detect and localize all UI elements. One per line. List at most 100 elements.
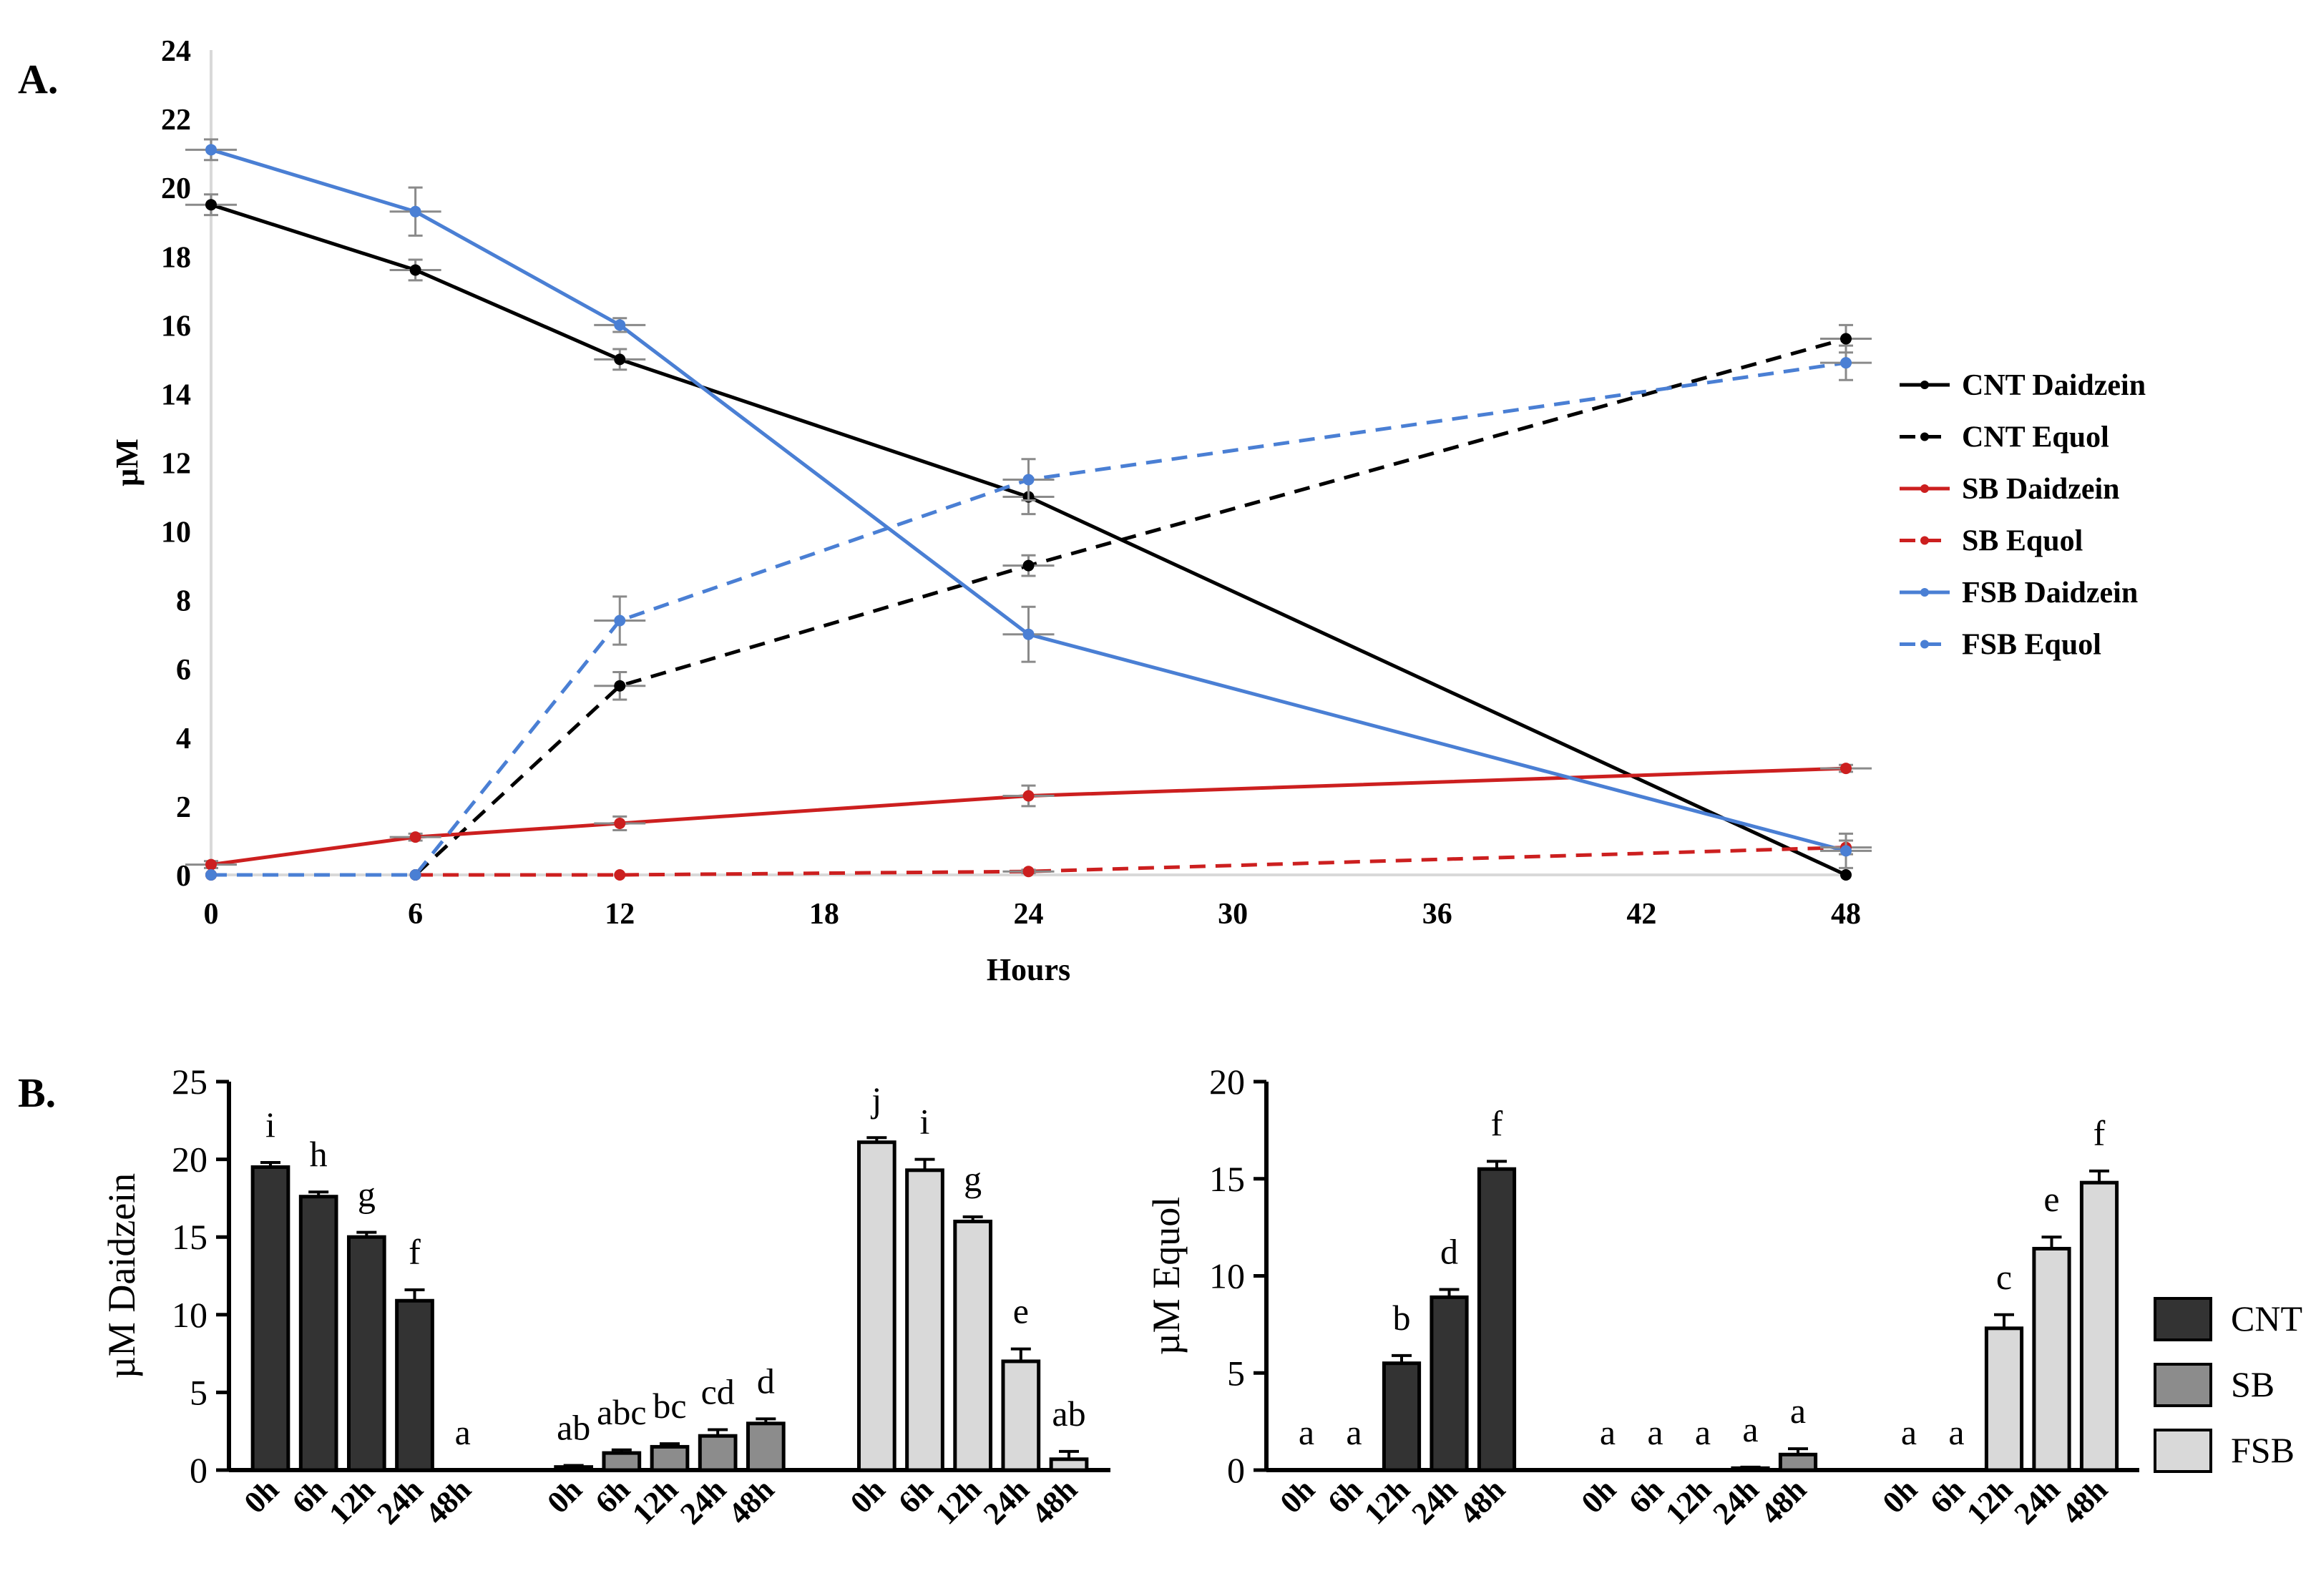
y-tick-label: 10: [161, 517, 191, 549]
x-tick-label-cnt-24h: 24h: [370, 1472, 429, 1531]
x-tick-label-cnt-24h: 24h: [1404, 1472, 1464, 1531]
x-axis-title: Hours: [987, 952, 1070, 987]
data-point-sb-daidzein: [614, 817, 626, 829]
data-point-fsb-equol: [1022, 474, 1035, 486]
panel-label-b: B.: [18, 1069, 56, 1116]
y-tick-label: 10: [172, 1295, 207, 1335]
data-point-sb-daidzein: [1840, 763, 1852, 775]
data-point-fsb-daidzein: [409, 205, 421, 217]
y-tick-label: 22: [161, 104, 191, 137]
y-tick-label: 5: [190, 1372, 207, 1412]
x-tick-label: 0: [204, 898, 219, 931]
x-tick-label-fsb-0h: 0h: [1876, 1472, 1925, 1520]
legend-marker-fsb-daidzein: [1920, 588, 1929, 597]
y-tick-label: 0: [190, 1450, 207, 1490]
y-tick-label: 25: [172, 1062, 207, 1102]
significance-letter-cnt-0h: i: [265, 1105, 275, 1145]
x-tick-label-fsb-24h: 24h: [2007, 1472, 2066, 1531]
bar-sb-48h: [746, 1421, 786, 1472]
x-tick-label: 48: [1831, 898, 1861, 931]
significance-letter-cnt-12h: g: [358, 1175, 376, 1215]
y-tick-label: 20: [172, 1140, 207, 1180]
y-tick-label: 2: [176, 791, 191, 824]
x-tick-label-sb-24h: 24h: [673, 1472, 733, 1531]
significance-letter-sb-6h: abc: [597, 1392, 646, 1432]
y-tick-label: 14: [161, 378, 191, 411]
significance-letter-fsb-48h: f: [2093, 1113, 2106, 1153]
bar-fsb-48h: [1049, 1457, 1089, 1472]
x-tick-label-cnt-0h: 0h: [238, 1472, 286, 1520]
significance-letter-fsb-24h: e: [1013, 1291, 1029, 1331]
legend-label-fsb-equol: FSB Equol: [1962, 629, 2101, 662]
significance-letter-sb-12h: a: [1695, 1412, 1711, 1452]
legend-label-cnt: CNT: [2231, 1298, 2302, 1338]
x-tick-label-fsb-12h: 12h: [1960, 1472, 2019, 1531]
data-point-fsb-daidzein: [614, 319, 626, 331]
bar-cnt-12h: [1382, 1361, 1422, 1472]
significance-letter-sb-12h: bc: [653, 1386, 686, 1426]
data-point-fsb-daidzein: [1022, 628, 1035, 640]
legend-label-fsb-daidzein: FSB Daidzein: [1962, 577, 2138, 609]
x-tick-label-cnt-12h: 12h: [1357, 1472, 1417, 1531]
x-tick-label-sb-48h: 48h: [721, 1472, 781, 1531]
significance-letter-sb-0h: ab: [557, 1407, 590, 1447]
bar-fsb-12h: [953, 1219, 993, 1472]
legend-marker-sb-equol: [1920, 536, 1929, 545]
legend-marker-cnt-equol: [1920, 432, 1929, 441]
x-tick-label-fsb-24h: 24h: [977, 1472, 1036, 1531]
x-tick-label-cnt-6h: 6h: [1321, 1472, 1369, 1520]
significance-letter-sb-24h: cd: [701, 1372, 735, 1412]
panel-label-a: A.: [18, 56, 58, 102]
y-tick-label: 6: [176, 654, 191, 687]
y-axis-title: µM: [109, 439, 145, 486]
x-tick-label-sb-6h: 6h: [1622, 1472, 1671, 1520]
y-tick-label: 12: [161, 448, 191, 481]
significance-letter-fsb-48h: ab: [1052, 1394, 1085, 1434]
y-tick-label: 5: [1227, 1353, 1245, 1393]
x-tick-label-cnt-48h: 48h: [1452, 1472, 1512, 1531]
y-tick-label: 0: [176, 860, 191, 893]
bar-fsb-48h: [2079, 1180, 2119, 1472]
legend-swatch-cnt: [2154, 1297, 2212, 1341]
significance-letter-sb-6h: a: [1647, 1412, 1663, 1452]
x-tick-label-fsb-48h: 48h: [2055, 1472, 2114, 1531]
x-tick-label-cnt-0h: 0h: [1274, 1472, 1322, 1520]
bar-cnt-48h: [1477, 1167, 1517, 1472]
y-tick-label: 15: [1209, 1159, 1245, 1199]
x-tick-label: 18: [809, 898, 839, 931]
bar-sb-12h: [650, 1444, 690, 1472]
data-point-cnt-equol: [614, 680, 626, 692]
data-point-cnt-daidzein: [614, 353, 626, 366]
x-tick-label: 36: [1422, 898, 1452, 931]
x-tick-label-sb-48h: 48h: [1754, 1472, 1813, 1531]
significance-letter-fsb-0h: a: [1901, 1412, 1917, 1452]
x-tick-label-sb-0h: 0h: [540, 1472, 589, 1520]
y-axis-title: µM Equol: [1145, 1197, 1188, 1356]
x-tick-label-fsb-48h: 48h: [1025, 1472, 1084, 1531]
bar-sb-0h: [554, 1465, 594, 1472]
significance-letter-sb-0h: a: [1600, 1412, 1616, 1452]
y-tick-label: 20: [161, 172, 191, 205]
significance-letter-fsb-24h: e: [2043, 1179, 2059, 1219]
significance-letter-fsb-12h: g: [964, 1159, 982, 1199]
y-tick-label: 24: [161, 35, 191, 68]
legend-marker-cnt-daidzein: [1920, 381, 1929, 389]
y-tick-label: 8: [176, 585, 191, 618]
bar-fsb-24h: [1001, 1359, 1041, 1472]
bar-fsb-12h: [1984, 1326, 2024, 1472]
legend-label-sb-daidzein: SB Daidzein: [1962, 473, 2120, 506]
data-point-cnt-equol: [1840, 333, 1852, 345]
data-point-fsb-equol: [614, 615, 626, 627]
y-axis-title: µM Daidzein: [100, 1173, 143, 1379]
data-point-sb-equol: [614, 869, 626, 881]
significance-letter-fsb-6h: a: [1948, 1412, 1964, 1452]
bar-cnt-24h: [1430, 1295, 1469, 1472]
y-tick-label: 20: [1209, 1062, 1245, 1102]
data-point-fsb-equol: [409, 869, 421, 881]
series-line-cnt-daidzein: [210, 202, 1847, 877]
significance-letter-cnt-6h: h: [310, 1134, 328, 1174]
significance-letter-cnt-6h: a: [1346, 1412, 1362, 1452]
significance-letter-fsb-12h: c: [1996, 1257, 2012, 1297]
panel-b-daidzein-bar-chart: B. 0 5 10 15 20 25 µM Daidzein i 0h h 6h g 12h f 24h a 48…: [18, 1062, 1110, 1531]
